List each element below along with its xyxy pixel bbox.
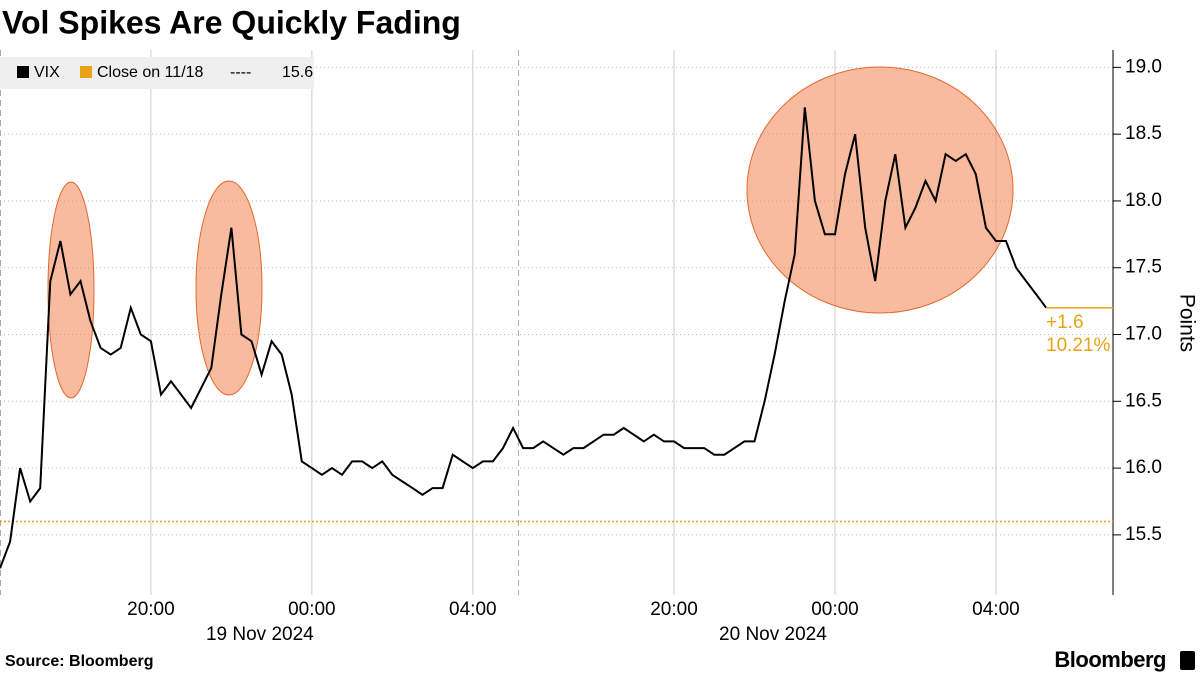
legend-swatch — [80, 66, 92, 78]
y-tick-label: 19.0 — [1125, 56, 1162, 77]
legend-separator: ---- — [230, 64, 251, 81]
y-tick-label: 18.0 — [1125, 190, 1162, 211]
brand-icon — [1180, 651, 1195, 670]
y-axis-label: Points — [1175, 294, 1198, 352]
brand: Bloomberg — [1054, 647, 1166, 672]
x-tick-label: 20:00 — [650, 599, 698, 620]
x-tick-label: 04:00 — [972, 599, 1020, 620]
highlight — [746, 66, 1014, 314]
x-tick-label: 20:00 — [127, 599, 175, 620]
y-tick-label: 15.5 — [1125, 524, 1162, 545]
x-date-label: 19 Nov 2024 — [206, 624, 314, 645]
legend-label: VIX — [34, 64, 60, 81]
x-date-label: 20 Nov 2024 — [719, 624, 827, 645]
y-tick-label: 16.0 — [1125, 457, 1162, 478]
change-pct-label: 10.21% — [1046, 335, 1111, 356]
source: Source: Bloomberg — [5, 653, 153, 670]
x-tick-label: 00:00 — [288, 599, 336, 620]
x-tick-label: 00:00 — [811, 599, 859, 620]
legend-value: 15.6 — [282, 64, 313, 81]
highlight — [195, 180, 263, 396]
line — [0, 107, 1048, 569]
legend-label: Close on 11/18 — [97, 64, 204, 81]
y-tick-label: 17.5 — [1125, 257, 1162, 278]
legend-swatch — [17, 66, 29, 78]
legend-box — [0, 57, 314, 89]
change-label: +1.6 — [1046, 312, 1084, 333]
chart-title: Vol Spikes Are Quickly Fading — [2, 4, 461, 40]
x-tick-label: 04:00 — [449, 599, 497, 620]
highlight — [47, 181, 95, 399]
y-tick-label: 18.5 — [1125, 123, 1162, 144]
plot-area: 15.5 16.0 16.5 17.0 17.5 18.0 18.5 19.0 20:00 00:… — [0, 50, 1162, 645]
y-tick-label: 16.5 — [1125, 390, 1162, 411]
y-tick-label: 17.0 — [1125, 324, 1162, 345]
